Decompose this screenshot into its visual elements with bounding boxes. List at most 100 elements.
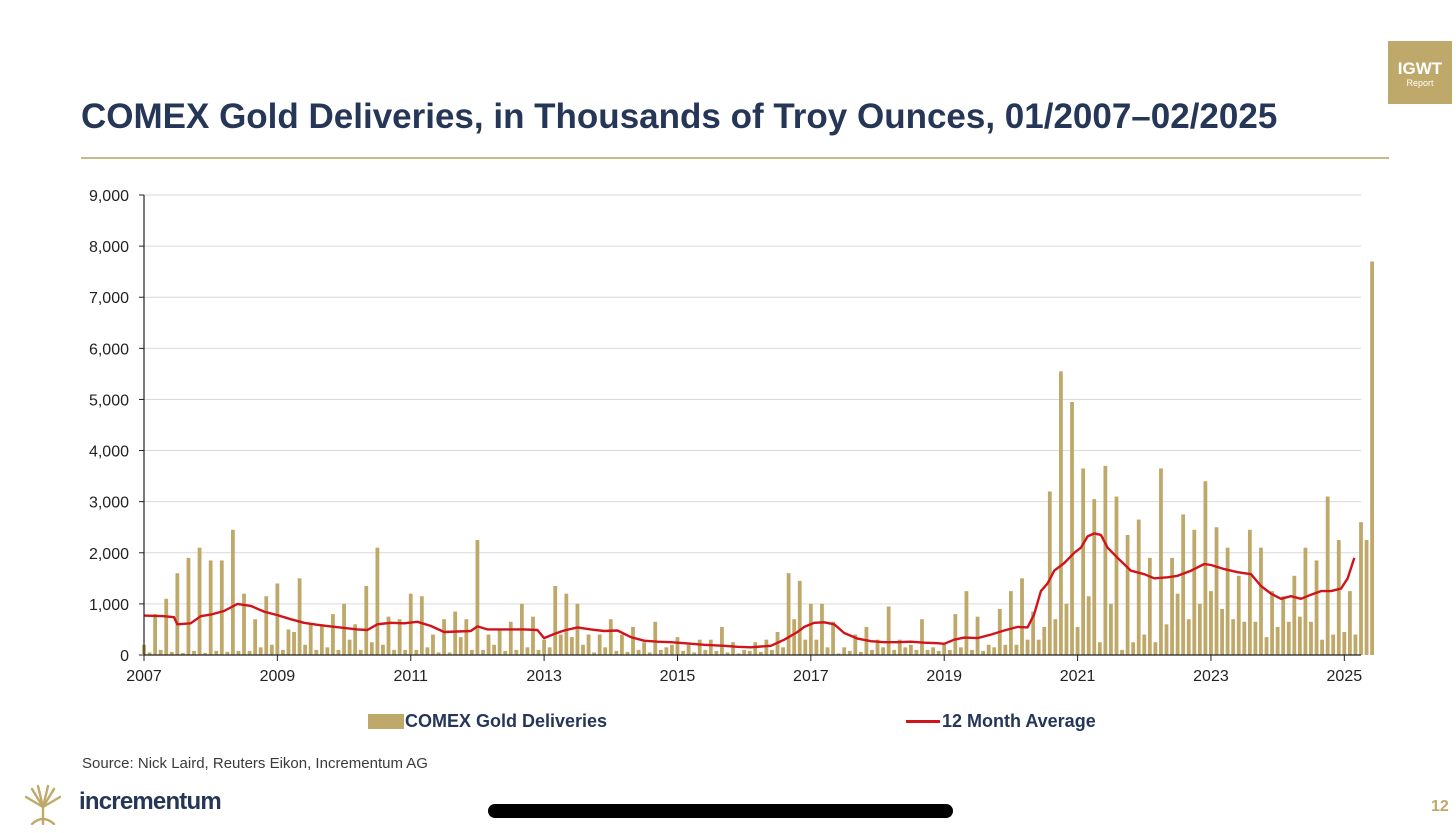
data-bar — [1231, 619, 1236, 655]
legend-bar-swatch — [368, 713, 404, 729]
data-bar — [1131, 642, 1136, 655]
data-bar — [1081, 468, 1086, 655]
data-bar — [1292, 575, 1297, 655]
x-tick-label: 2019 — [926, 668, 962, 685]
data-bar — [558, 634, 563, 655]
data-bar — [325, 647, 330, 655]
x-tick-label: 2007 — [126, 668, 162, 685]
data-bar — [1070, 402, 1074, 655]
x-tick-label: 2017 — [793, 668, 829, 685]
x-tick-label: 2015 — [660, 668, 696, 685]
data-bar — [447, 652, 452, 655]
data-bar — [392, 649, 396, 655]
data-bar — [364, 586, 369, 655]
data-bar — [436, 652, 441, 655]
data-bar — [1325, 496, 1330, 655]
data-bar — [608, 619, 613, 655]
data-bar — [281, 649, 285, 655]
data-bar — [314, 649, 319, 655]
data-bar — [786, 573, 791, 655]
data-bar — [286, 629, 291, 655]
badge-subtitle: Report — [1406, 78, 1434, 88]
data-bar — [642, 642, 647, 655]
data-bar — [820, 603, 824, 655]
data-bar — [303, 644, 308, 655]
data-bar — [197, 547, 202, 655]
data-bar — [636, 649, 641, 655]
data-bar — [586, 634, 591, 655]
data-bar — [508, 621, 513, 655]
data-bar — [503, 650, 508, 655]
data-bar — [986, 644, 991, 655]
data-bar — [1153, 642, 1158, 655]
y-tick-label: 2,000 — [89, 546, 129, 563]
data-bar — [847, 650, 852, 655]
data-bar — [942, 644, 947, 655]
data-bar — [1192, 529, 1197, 655]
data-bar — [620, 634, 624, 655]
legend-item-average: 12 Month Average — [906, 709, 1096, 733]
data-bar — [492, 644, 496, 655]
data-bar — [1359, 522, 1363, 655]
data-bar — [875, 639, 880, 655]
data-bar — [1253, 621, 1258, 655]
data-bar — [369, 642, 374, 655]
data-bar — [803, 639, 808, 655]
data-bar — [742, 649, 747, 655]
data-bar — [1259, 547, 1263, 655]
data-bar — [419, 596, 424, 655]
data-bar — [347, 639, 352, 655]
data-bar — [203, 652, 208, 655]
data-bar — [858, 651, 863, 655]
data-bar — [547, 647, 552, 655]
data-bar — [1092, 499, 1097, 655]
data-bar — [603, 647, 608, 655]
data-bar — [564, 593, 569, 655]
data-bar — [764, 639, 769, 655]
data-bar — [1314, 560, 1319, 655]
data-bar — [736, 653, 741, 655]
data-bar — [1364, 540, 1369, 655]
data-bar — [158, 649, 163, 655]
data-bar — [208, 560, 213, 655]
data-bar — [397, 619, 402, 655]
data-bar — [275, 583, 280, 655]
data-bar — [192, 650, 196, 655]
data-bar — [269, 644, 274, 655]
data-bar — [953, 614, 958, 655]
data-bar — [1203, 481, 1208, 655]
data-bar — [153, 614, 158, 655]
data-bar — [753, 642, 758, 655]
data-bar — [1164, 624, 1169, 655]
x-tick-label: 2009 — [260, 668, 296, 685]
data-bar — [231, 529, 235, 655]
data-bar — [486, 634, 491, 655]
data-bar — [647, 652, 652, 655]
data-bar — [1031, 611, 1036, 655]
data-bar — [720, 626, 724, 655]
data-bar — [925, 649, 930, 655]
data-bar — [258, 647, 263, 655]
data-bar — [1286, 621, 1291, 655]
data-bar — [808, 603, 813, 655]
title-divider — [81, 157, 1389, 159]
data-bar — [581, 644, 585, 655]
average-line — [143, 532, 1356, 649]
data-bar — [1020, 578, 1024, 655]
data-bar — [853, 634, 858, 655]
data-bar — [353, 624, 358, 655]
data-bar — [1353, 634, 1358, 655]
data-bar — [514, 649, 519, 655]
data-bar — [253, 619, 258, 655]
data-bar — [1247, 529, 1252, 655]
data-bar — [1120, 649, 1124, 655]
data-bar — [297, 578, 302, 655]
data-bar — [1086, 596, 1091, 655]
data-bar — [664, 647, 669, 655]
home-indicator-bar[interactable] — [488, 804, 953, 818]
data-bar — [186, 557, 191, 655]
data-bar — [1309, 621, 1313, 655]
data-bar — [1075, 626, 1080, 655]
data-bar — [175, 573, 180, 655]
data-bar — [1264, 637, 1269, 655]
